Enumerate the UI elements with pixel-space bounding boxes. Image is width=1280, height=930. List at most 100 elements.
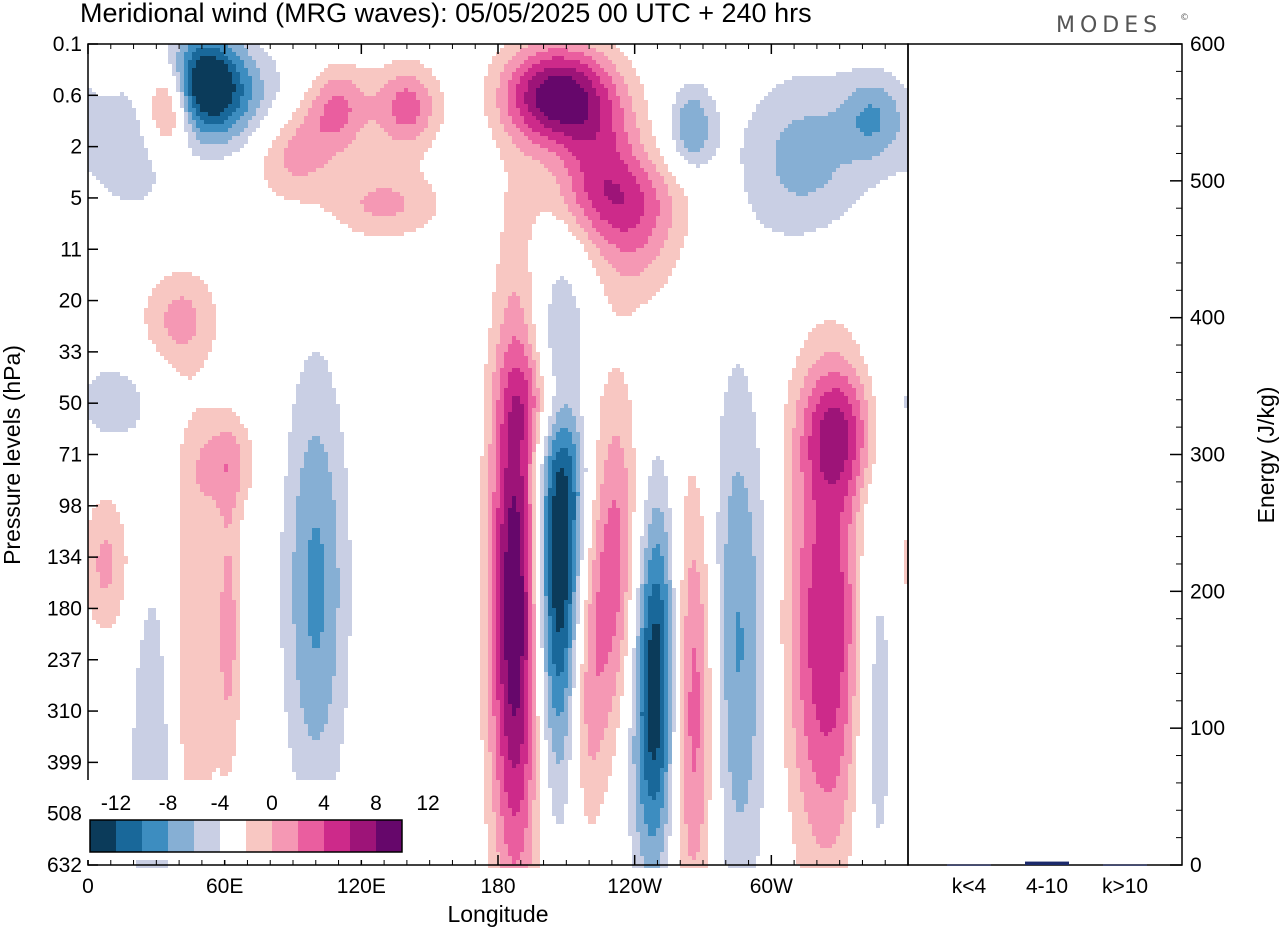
contour-cell <box>644 100 648 104</box>
contour-cell <box>312 132 316 136</box>
contour-cell <box>528 72 532 76</box>
contour-cell <box>756 176 760 180</box>
contour-cell <box>556 100 560 104</box>
contour-cell <box>324 168 328 172</box>
contour-cell <box>320 72 324 76</box>
contour-cell <box>820 176 824 180</box>
contour-cell <box>224 152 228 156</box>
contour-cell <box>276 164 280 168</box>
contour-cell <box>360 156 364 160</box>
contour-cell <box>532 56 536 60</box>
contour-cell <box>788 96 792 100</box>
contour-cell <box>344 152 348 156</box>
contour-cell <box>292 176 296 180</box>
contour-cell <box>104 120 108 124</box>
contour-cell <box>828 96 832 100</box>
contour-cell <box>324 144 328 148</box>
contour-cell <box>212 124 216 128</box>
contour-cell <box>644 176 648 180</box>
contour-cell <box>392 132 396 136</box>
contour-cell <box>568 140 572 144</box>
contour-cell <box>880 84 884 88</box>
contour-cell <box>692 104 696 108</box>
contour-cell <box>396 176 400 180</box>
contour-cell <box>276 192 280 196</box>
contour-cell <box>560 80 564 84</box>
contour-cell <box>112 180 116 184</box>
contour-cell <box>752 156 756 160</box>
contour-cell <box>492 132 496 136</box>
contour-cell <box>112 128 116 132</box>
contour-cell <box>840 76 844 80</box>
contour-cell <box>376 168 380 172</box>
contour-cell <box>396 96 400 100</box>
contour-cell <box>132 144 136 148</box>
brand-mark: © <box>1180 13 1189 23</box>
contour-cell <box>380 160 384 164</box>
contour-cell <box>592 108 596 112</box>
contour-cell <box>640 172 644 176</box>
contour-cell <box>616 124 620 128</box>
contour-cell <box>344 144 348 148</box>
contour-cell <box>196 148 200 152</box>
contour-cell <box>428 128 432 132</box>
contour-cell <box>616 64 620 68</box>
contour-cell <box>592 184 596 188</box>
contour-cell <box>700 156 704 160</box>
contour-cell <box>636 124 640 128</box>
contour-cell <box>284 180 288 184</box>
contour-cell <box>560 168 564 172</box>
contour-cell <box>284 172 288 176</box>
contour-cell <box>640 156 644 160</box>
contour-cell <box>332 128 336 132</box>
contour-cell <box>328 88 332 92</box>
contour-cell <box>708 152 712 156</box>
contour-cell <box>440 96 444 100</box>
contour-cell <box>104 148 108 152</box>
contour-cell <box>344 176 348 180</box>
contour-cell <box>592 88 596 92</box>
contour-cell <box>336 164 340 168</box>
contour-cell <box>532 104 536 108</box>
contour-cell <box>868 76 872 80</box>
contour-cell <box>792 188 796 192</box>
contour-cell <box>356 72 360 76</box>
contour-cell <box>368 112 372 116</box>
contour-cell <box>384 72 388 76</box>
contour-cell <box>124 164 128 168</box>
contour-cell <box>264 56 268 60</box>
contour-cell <box>560 108 564 112</box>
contour-cell <box>788 144 792 148</box>
contour-cell <box>756 124 760 128</box>
contour-cell <box>292 168 296 172</box>
contour-cell <box>292 188 296 192</box>
contour-cell <box>856 180 860 184</box>
contour-cell <box>388 180 392 184</box>
contour-cell <box>96 120 100 124</box>
contour-cell <box>852 92 856 96</box>
contour-cell <box>388 136 392 140</box>
contour-cell <box>340 76 344 80</box>
contour-cell <box>804 168 808 172</box>
contour-cell <box>304 188 308 192</box>
contour-cell <box>900 116 904 120</box>
contour-cell <box>320 148 324 152</box>
contour-cell <box>520 60 524 64</box>
contour-cell <box>284 136 288 140</box>
contour-cell <box>276 88 280 92</box>
contour-cell <box>552 72 556 76</box>
contour-cell <box>880 172 884 176</box>
contour-cell <box>560 48 564 52</box>
contour-cell <box>212 144 216 148</box>
contour-cell <box>340 72 344 76</box>
contour-cell <box>404 180 408 184</box>
contour-cell <box>352 132 356 136</box>
contour-cell <box>580 116 584 120</box>
contour-cell <box>204 116 208 120</box>
contour-cell <box>560 160 564 164</box>
contour-cell <box>560 60 564 64</box>
contour-cell <box>248 84 252 88</box>
contour-cell <box>232 108 236 112</box>
contour-cell <box>576 84 580 88</box>
contour-cell <box>828 132 832 136</box>
